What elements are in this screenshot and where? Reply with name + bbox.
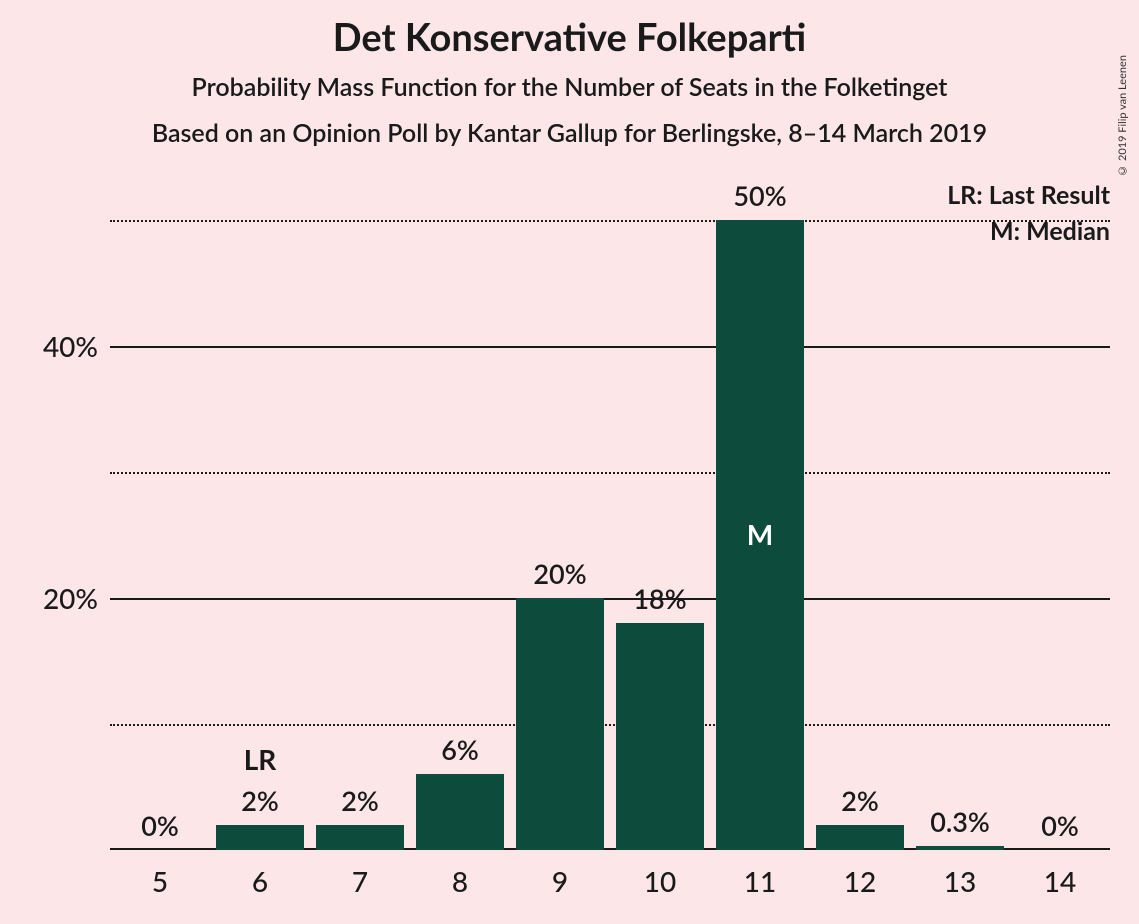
bar [216,825,304,850]
bar-value-label: 2% [310,784,410,817]
x-tick-label: 14 [1010,864,1110,898]
bar-value-label: 50% [710,179,810,212]
bar-annotation: LR [210,742,310,776]
x-tick-label: 5 [110,864,210,898]
x-tick-label: 10 [610,864,710,898]
copyright-text: © 2019 Filip van Leenen [1116,55,1129,177]
bar [816,825,904,850]
x-tick-label: 13 [910,864,1010,898]
legend-item-m: M: Median [947,213,1110,249]
bar [616,623,704,850]
gridline [110,472,1110,474]
gridline [110,346,1110,348]
bar-value-label: 0% [110,809,210,842]
y-axis-label: 40% [43,329,110,363]
plot-area: 20%40%0%52%LR62%76%820%918%1050%M112%120… [110,195,1110,850]
bar [416,774,504,850]
chart-container: Det Konservative Folkeparti Probability … [0,0,1139,924]
bar [916,846,1004,850]
bar-value-label: 2% [810,784,910,817]
bar-value-label: 0.3% [910,805,1010,838]
x-tick-label: 6 [210,864,310,898]
bar-inside-annotation: M [716,517,804,551]
bar-value-label: 6% [410,733,510,766]
bar-value-label: 18% [610,582,710,615]
x-tick-label: 7 [310,864,410,898]
x-tick-label: 8 [410,864,510,898]
bar [316,825,404,850]
y-axis-label: 20% [43,581,110,615]
legend-item-lr: LR: Last Result [947,177,1110,213]
legend: LR: Last Result M: Median [947,177,1110,250]
gridline [110,724,1110,726]
bar [516,598,604,850]
x-tick-label: 9 [510,864,610,898]
chart-title: Det Konservative Folkeparti [0,14,1139,60]
bar-value-label: 0% [1010,809,1110,842]
bar-value-label: 2% [210,784,310,817]
x-tick-label: 11 [710,864,810,898]
chart-subtitle-2: Based on an Opinion Poll by Kantar Gallu… [0,118,1139,148]
x-tick-label: 12 [810,864,910,898]
bar-value-label: 20% [510,557,610,590]
chart-subtitle-1: Probability Mass Function for the Number… [0,72,1139,102]
